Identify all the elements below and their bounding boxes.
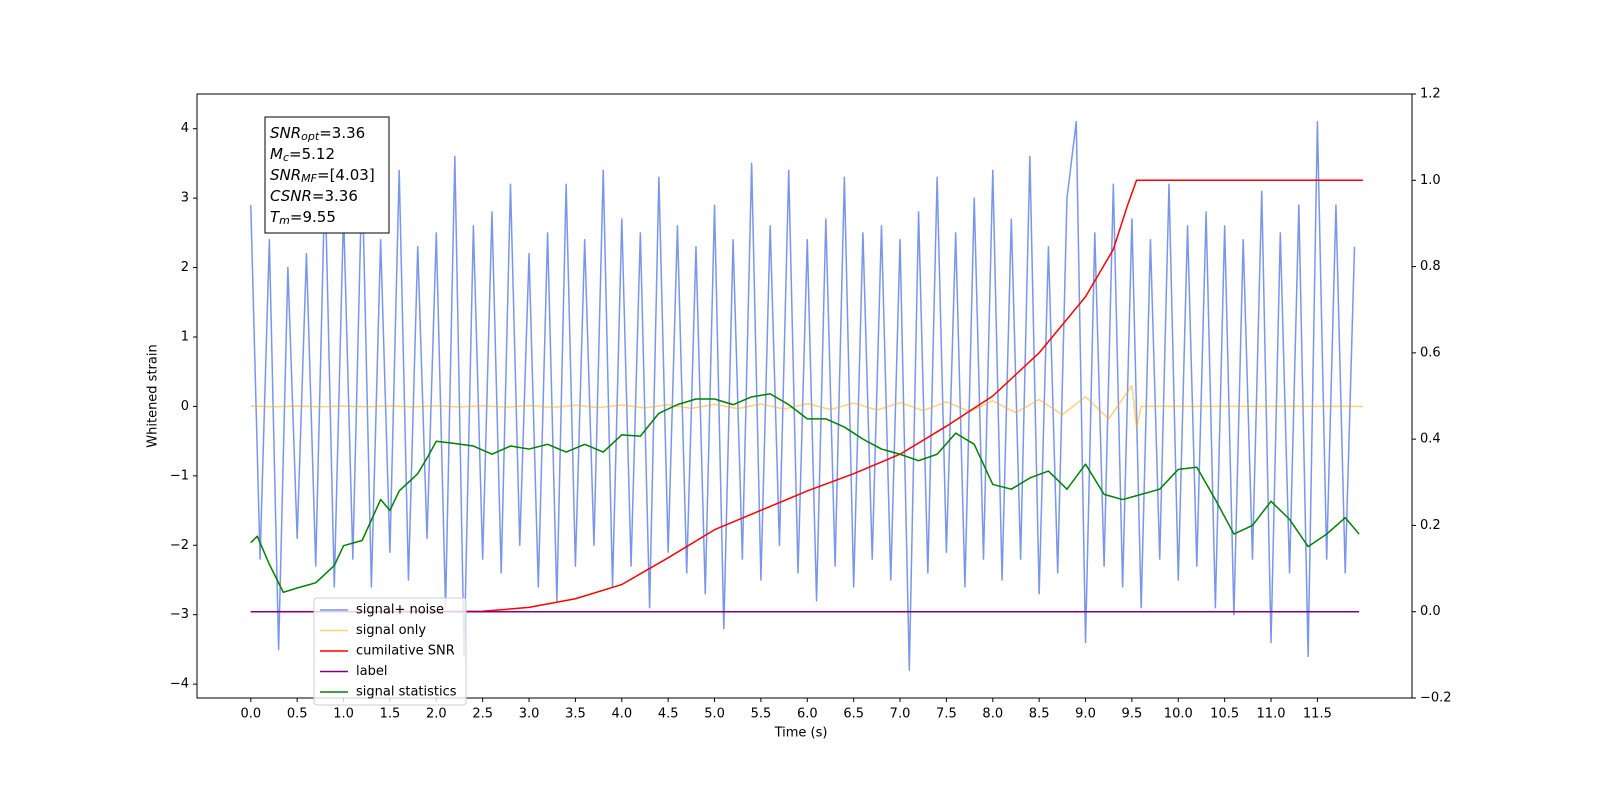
y2-tick-label: 1.2 xyxy=(1420,87,1441,102)
annotation-value: =3.36 xyxy=(319,124,365,142)
annotation-symbol: M xyxy=(270,145,283,163)
x-tick-label: 4.5 xyxy=(658,707,679,722)
y-tick-label: 1 xyxy=(181,329,189,344)
x-axis-label: Time (s) xyxy=(774,726,828,741)
x-tick-label: 11.5 xyxy=(1303,707,1332,722)
y-axis-label: Whitened strain xyxy=(146,344,161,447)
y2-tick-label: 0.4 xyxy=(1420,432,1441,447)
x-tick-label: 10.0 xyxy=(1164,707,1193,722)
x-tick-label: 8.0 xyxy=(982,707,1003,722)
x-tick-label: 11.0 xyxy=(1257,707,1286,722)
annotation-frame xyxy=(264,116,390,234)
y-tick-label: 2 xyxy=(181,260,189,275)
x-tick-label: 4.0 xyxy=(611,707,632,722)
annotation-line: SNRopt=3.36 xyxy=(270,124,365,144)
y-tick-label: −2 xyxy=(170,538,189,553)
legend-label: cumilative SNR xyxy=(356,644,455,659)
y-tick-label: −1 xyxy=(170,468,189,483)
annotation-symbol: SNR xyxy=(270,124,301,142)
annotation-subscript: MF xyxy=(301,172,317,185)
x-tick-label: 3.0 xyxy=(519,707,540,722)
annotation-line: CSNR=3.36 xyxy=(270,187,358,205)
x-tick-label: 2.5 xyxy=(472,707,493,722)
y2-tick-label: 0.0 xyxy=(1420,604,1441,619)
annotation-symbol: SNR xyxy=(270,166,301,184)
legend-label: signal only xyxy=(356,623,426,638)
annotation-line: Tm=9.55 xyxy=(270,208,336,228)
y-tick-label: 3 xyxy=(181,191,189,206)
annotation-subscript: opt xyxy=(301,130,320,143)
x-tick-label: 6.0 xyxy=(797,707,818,722)
x-tick-label: 5.0 xyxy=(704,707,725,722)
legend-label: signal statistics xyxy=(356,685,457,700)
series-line xyxy=(250,393,1360,594)
x-tick-label: 6.5 xyxy=(843,707,864,722)
series-line xyxy=(250,121,1356,671)
x-tick-label: 2.0 xyxy=(426,707,447,722)
x-tick-label: 9.5 xyxy=(1122,707,1143,722)
annotation-value: =3.36 xyxy=(312,187,358,205)
annotation-box: SNRopt=3.36Mc=5.12SNRMF=[4.03]CSNR=3.36T… xyxy=(264,116,390,234)
axes-frame xyxy=(196,93,1413,699)
annotation-subscript: c xyxy=(283,151,289,164)
annotation-line: SNRMF=[4.03] xyxy=(270,166,375,186)
x-tick-label: 3.5 xyxy=(565,707,586,722)
x-tick-label: 1.0 xyxy=(333,707,354,722)
annotation-symbol: T xyxy=(270,208,281,226)
legend-label: label xyxy=(356,664,387,679)
x-tick-label: 1.5 xyxy=(380,707,401,722)
legend: signal+ noise signal only cumilative SNR la… xyxy=(313,597,467,706)
legend-frame xyxy=(313,597,467,706)
annotation-line: Mc=5.12 xyxy=(270,145,335,165)
y2-tick-label: 0.6 xyxy=(1420,345,1441,360)
y-tick-label: −4 xyxy=(170,677,189,692)
series-line xyxy=(250,179,1363,613)
y2-tick-label: −0.2 xyxy=(1420,691,1452,706)
y2-tick-label: 0.8 xyxy=(1420,259,1441,274)
x-tick-label: 9.0 xyxy=(1075,707,1096,722)
y-tick-label: 4 xyxy=(181,121,189,136)
x-tick-label: 0.0 xyxy=(240,707,261,722)
x-tick-label: 8.5 xyxy=(1029,707,1050,722)
annotation-subscript: m xyxy=(279,214,290,227)
y2-tick-label: 1.0 xyxy=(1420,173,1441,188)
legend-label: signal+ noise xyxy=(356,603,444,618)
x-tick-label: 0.5 xyxy=(287,707,308,722)
x-tick-label: 10.5 xyxy=(1210,707,1239,722)
series-line xyxy=(250,384,1363,428)
annotation-value: =[4.03] xyxy=(317,166,375,184)
annotation-symbol: CSNR xyxy=(270,187,312,205)
y-tick-label: 0 xyxy=(181,399,189,414)
y-tick-label: −3 xyxy=(170,607,189,622)
x-tick-label: 7.5 xyxy=(936,707,957,722)
annotation-value: =9.55 xyxy=(290,208,336,226)
x-tick-label: 7.0 xyxy=(890,707,911,722)
y2-tick-label: 0.2 xyxy=(1420,518,1441,533)
annotation-value: =5.12 xyxy=(289,145,335,163)
x-tick-label: 5.5 xyxy=(751,707,772,722)
